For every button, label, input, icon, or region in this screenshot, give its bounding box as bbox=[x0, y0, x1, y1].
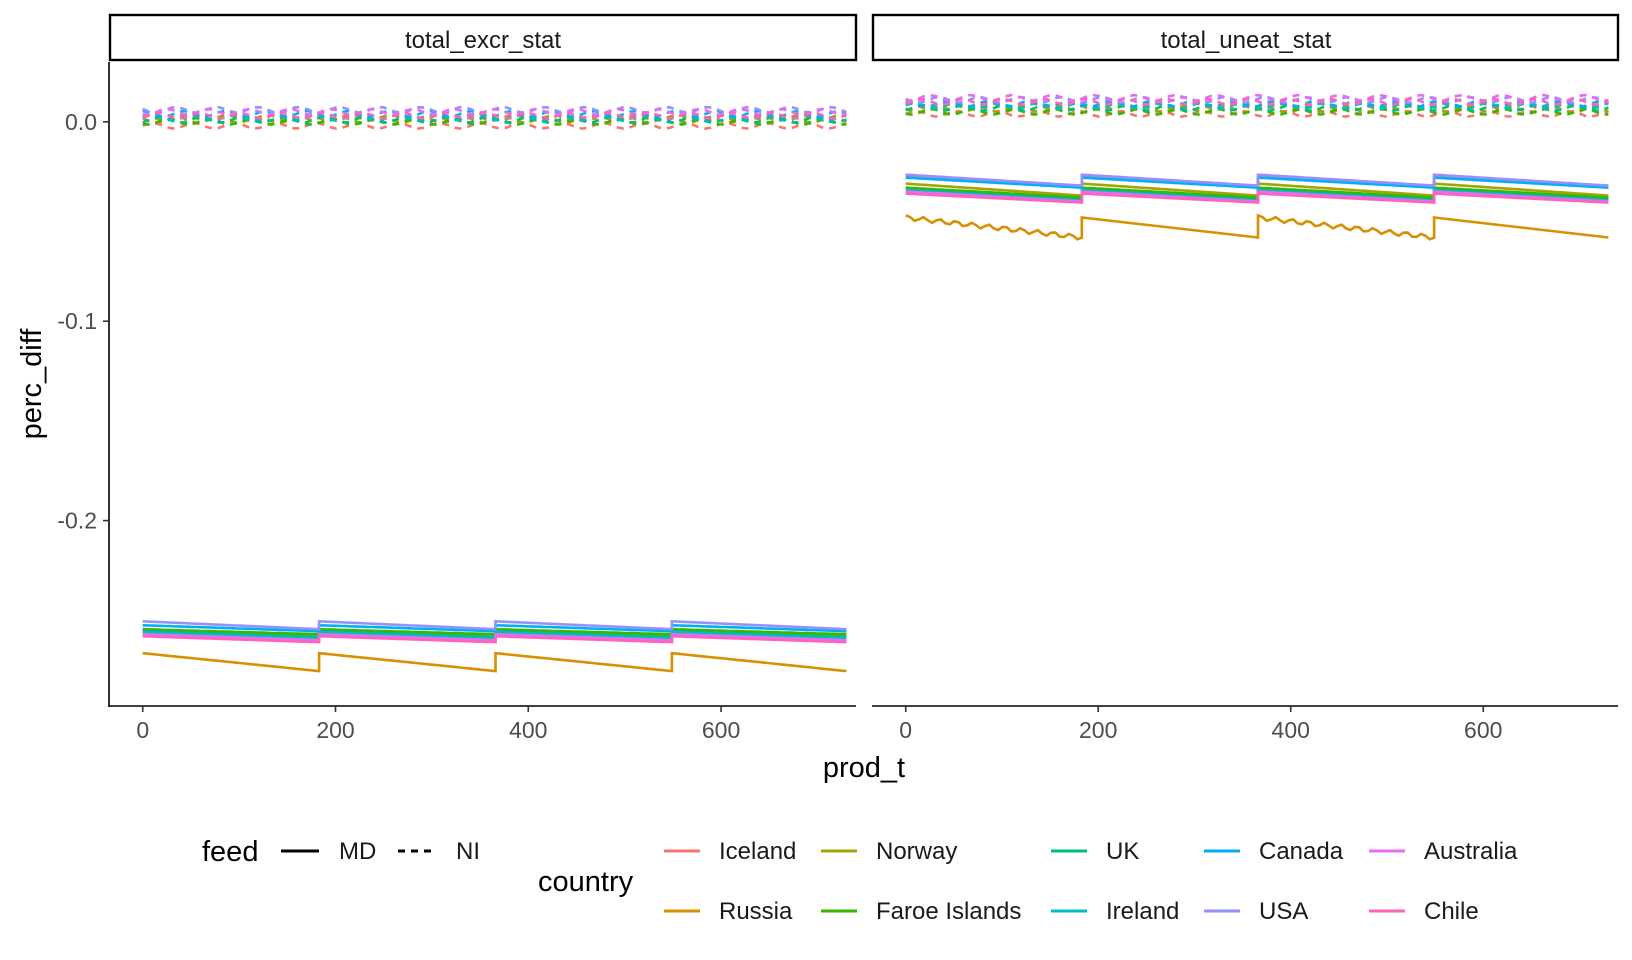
series-lines-left bbox=[142, 105, 847, 673]
strip-left bbox=[108, 13, 858, 62]
x-tick-label: 200 bbox=[316, 717, 354, 743]
strip-label-left: total_excr_stat bbox=[405, 27, 561, 54]
x-tick-label: 600 bbox=[702, 717, 740, 743]
legend-label-uk: UK bbox=[1106, 838, 1139, 865]
series-line-ni-chile bbox=[142, 111, 847, 120]
series-line-ni-australia bbox=[142, 107, 847, 116]
panel-left: total_excr_stat 0 200 400 600 0.0 -0.1 -0.2 bbox=[57, 13, 858, 743]
series-line-md-usa bbox=[905, 173, 1609, 187]
series-line-ni-faroe-islands bbox=[905, 107, 1609, 116]
legend-label-ni: NI bbox=[456, 838, 480, 865]
legend-label-canada: Canada bbox=[1259, 838, 1344, 865]
series-lines-right bbox=[905, 93, 1609, 241]
series-line-ni-canada bbox=[905, 99, 1609, 108]
panel-right: total_uneat_stat 0 200 400 600 bbox=[871, 13, 1620, 743]
legend-label-russia: Russia bbox=[719, 898, 793, 925]
series-line-md-chile bbox=[905, 192, 1609, 204]
x-tick-label: 200 bbox=[1079, 717, 1117, 743]
series-line-ni-iceland bbox=[142, 121, 847, 130]
legend-label-iceland: Iceland bbox=[719, 838, 796, 865]
x-ticks-right: 0 200 400 600 bbox=[899, 706, 1502, 743]
legend-title-feed: feed bbox=[202, 836, 258, 868]
x-tick-label: 400 bbox=[509, 717, 547, 743]
y-axis-title: perc_diff bbox=[16, 328, 48, 440]
legend-label-faroe-islands: Faroe Islands bbox=[876, 898, 1021, 925]
legend-label-md: MD bbox=[339, 838, 376, 865]
series-line-ni-ireland bbox=[905, 101, 1609, 111]
y-tick-label: -0.2 bbox=[57, 508, 97, 534]
country-legend-entries: Iceland Russia Norway Faroe Islands UK Irelan… bbox=[664, 838, 1518, 925]
legend-title-country: country bbox=[538, 866, 634, 898]
series-line-md-russia bbox=[142, 651, 847, 673]
series-line-md-russia bbox=[905, 213, 1609, 241]
x-ticks-left: 0 200 400 600 bbox=[136, 706, 740, 743]
series-line-ni-australia bbox=[905, 93, 1609, 102]
x-tick-label: 0 bbox=[136, 717, 149, 743]
legend: feed MD NI country Iceland Russia Norway Fa… bbox=[202, 836, 1518, 925]
x-tick-label: 400 bbox=[1272, 717, 1310, 743]
y-ticks: 0.0 -0.1 -0.2 bbox=[57, 109, 109, 534]
y-tick-label: 0.0 bbox=[65, 109, 97, 135]
legend-label-australia: Australia bbox=[1424, 838, 1518, 865]
series-line-ni-chile bbox=[905, 97, 1609, 107]
x-axis-title: prod_t bbox=[823, 752, 905, 784]
strip-right bbox=[871, 13, 1620, 62]
series-line-md-usa bbox=[142, 619, 847, 631]
series-line-ni-iceland bbox=[905, 109, 1609, 118]
legend-label-usa: USA bbox=[1259, 898, 1308, 925]
legend-label-norway: Norway bbox=[876, 838, 957, 865]
y-tick-label: -0.1 bbox=[57, 308, 97, 334]
x-tick-label: 0 bbox=[899, 717, 912, 743]
legend-label-chile: Chile bbox=[1424, 898, 1479, 925]
strip-label-right: total_uneat_stat bbox=[1161, 27, 1332, 54]
legend-label-ireland: Ireland bbox=[1106, 898, 1179, 925]
x-tick-label: 600 bbox=[1464, 717, 1502, 743]
series-line-md-chile bbox=[142, 634, 847, 644]
